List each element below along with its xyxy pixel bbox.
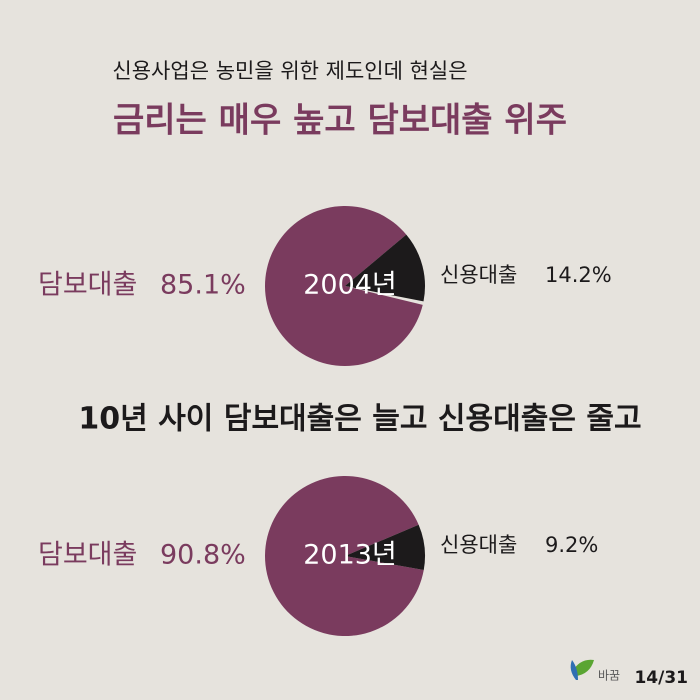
pie-title: 2004년 (303, 270, 397, 301)
page-number: 14/31 (634, 668, 688, 688)
category-label: 담보대출 (38, 540, 137, 571)
pie-slice (345, 524, 425, 571)
logo-leaf (572, 659, 594, 676)
value-label: 85.1% (160, 270, 246, 301)
value-label: 90.8% (160, 540, 246, 571)
headline: 금리는 매우 높고 담보대출 위주 (113, 101, 567, 141)
category-label: 신용대출 (440, 263, 517, 287)
pie-slice (264, 206, 423, 366)
pie-slice (345, 234, 426, 302)
logo-text: 바꿈 (598, 669, 620, 683)
value-label: 14.2% (545, 263, 612, 287)
pie-title: 2013년 (303, 540, 397, 571)
pie-slice (265, 475, 424, 636)
category-label: 신용대출 (440, 533, 517, 557)
intro: 신용사업은 농민을 위한 제도인데 현실은 (112, 59, 467, 83)
value-label: 9.2% (545, 533, 598, 557)
middle-text: 10년 사이 담보대출은 늘고 신용대출은 줄고 (78, 402, 641, 437)
category-label: 담보대출 (38, 270, 137, 301)
logo-leaf (570, 660, 578, 680)
